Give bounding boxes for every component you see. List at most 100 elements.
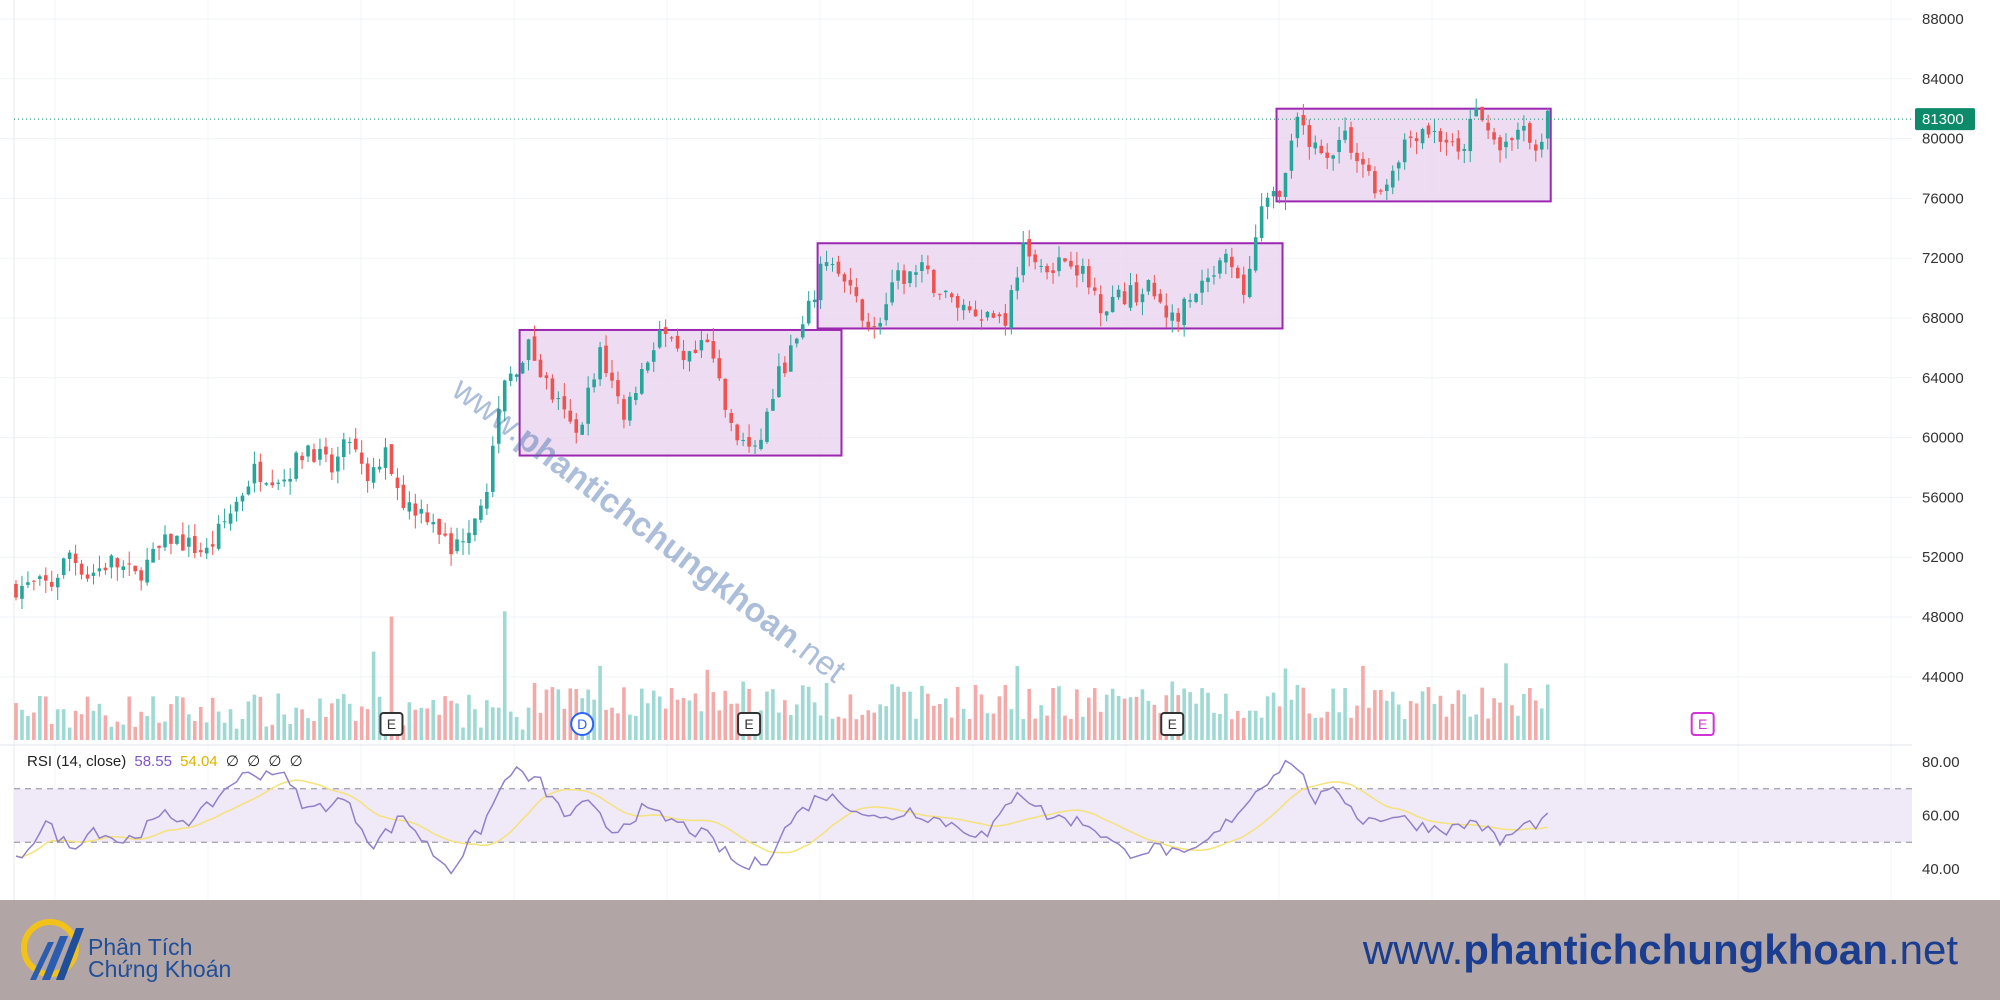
volume-bar	[1331, 688, 1335, 740]
candle-body	[115, 558, 120, 568]
volume-bar	[276, 693, 281, 740]
earnings-marker-label: E	[744, 716, 753, 732]
volume-bar	[693, 693, 698, 740]
volume-bar	[1051, 687, 1055, 740]
volume-bar	[592, 699, 596, 740]
candle-body	[1188, 300, 1192, 302]
candle-body	[61, 558, 66, 576]
volume-bar	[413, 709, 418, 740]
candle-body	[1128, 285, 1133, 308]
candle-body	[836, 261, 841, 274]
candle-body	[1051, 270, 1055, 273]
rsi-legend[interactable]: RSI (14, close) 58.55 54.04 ∅ ∅ ∅ ∅	[27, 752, 307, 770]
candle-body	[1462, 148, 1467, 151]
volume-bar	[437, 714, 441, 740]
candle-body	[1110, 296, 1115, 313]
candle-body	[616, 380, 620, 397]
volume-bar	[467, 694, 471, 740]
candle-body	[1408, 136, 1413, 138]
candle-body	[1343, 130, 1347, 140]
candle-body	[1170, 312, 1175, 321]
candle-body	[1021, 242, 1026, 276]
volume-bar	[1140, 689, 1145, 740]
candle-body	[1158, 293, 1163, 303]
candle-body	[79, 563, 84, 575]
volume-bar	[306, 718, 310, 740]
volume-bar	[359, 706, 364, 740]
candle-body	[210, 544, 215, 547]
volume-bar	[640, 688, 644, 740]
rsi-axis[interactable]: 80.00 60.00 40.00	[1922, 754, 1960, 878]
volume-bar	[187, 714, 191, 740]
candle-body	[1194, 293, 1198, 302]
candle-body	[502, 380, 507, 412]
volume-bar	[1092, 688, 1097, 740]
candle-body	[342, 439, 346, 458]
grid-lines	[0, 0, 1912, 900]
candle-body	[544, 375, 549, 379]
chart-area[interactable]: E D E E E 88000 84000 80000 76000 72000 68000 6400…	[0, 0, 2000, 900]
candle-body	[371, 467, 376, 483]
price-tick-label: 60000	[1922, 430, 1964, 447]
rsi-panel[interactable]	[0, 744, 1912, 875]
candle-body	[14, 583, 18, 598]
volume-bar	[854, 719, 859, 740]
volume-bar	[49, 724, 54, 740]
candle-body	[1277, 190, 1282, 197]
volume-bars	[14, 611, 1550, 740]
earnings-marker	[737, 712, 762, 736]
candle-body	[520, 362, 525, 374]
candle-body	[902, 270, 906, 284]
footer-website[interactable]: www.phantichchungkhoan.net	[1362, 926, 1958, 973]
candle-body	[711, 341, 716, 359]
candle-body	[1295, 116, 1300, 139]
candle-body	[1116, 289, 1121, 298]
candle-body	[1247, 268, 1252, 298]
volume-bar	[38, 695, 42, 740]
candle-body	[198, 550, 203, 553]
volume-bar	[97, 703, 102, 740]
candle-body	[532, 336, 537, 361]
volume-bar	[1390, 691, 1395, 740]
volume-bar	[61, 709, 66, 740]
volume-bar	[908, 691, 912, 740]
candle-body	[407, 502, 412, 512]
volume-bar	[1325, 711, 1329, 740]
volume-bar	[663, 708, 668, 740]
candle-body	[1385, 184, 1389, 192]
candle-body	[651, 350, 656, 362]
candle-body	[669, 337, 674, 339]
volume-bar	[1081, 716, 1085, 740]
price-tick-label: 44000	[1922, 669, 1964, 686]
chart-background	[0, 0, 2000, 900]
candle-body	[1349, 127, 1353, 153]
candlesticks[interactable]	[14, 98, 1550, 609]
volume-bar	[1045, 715, 1049, 740]
candle-body	[526, 339, 531, 361]
candle-body	[1402, 139, 1407, 163]
volume-bar	[926, 693, 930, 740]
volume-bar	[765, 691, 769, 740]
candle-body	[1396, 162, 1401, 169]
volume-bar	[1116, 695, 1121, 740]
volume-bar	[79, 714, 84, 740]
volume-bar	[1545, 684, 1550, 740]
candle-body	[1450, 141, 1455, 143]
candle-body	[1337, 139, 1341, 153]
candle-body	[145, 559, 149, 583]
price-tick-label: 56000	[1922, 489, 1964, 506]
volume-bar	[85, 696, 90, 740]
candle-body	[771, 399, 775, 411]
volume-bar	[425, 708, 430, 740]
candle-body	[645, 362, 650, 371]
price-tick-label: 72000	[1922, 250, 1964, 267]
volume-bar	[616, 713, 620, 740]
consolidation-boxes[interactable]	[518, 107, 1552, 457]
volume-bar	[556, 689, 561, 740]
rsi-legend-extra: ∅	[247, 753, 261, 770]
candle-body	[1176, 312, 1180, 322]
price-tick-label: 84000	[1922, 71, 1964, 88]
price-axis[interactable]: 88000 84000 80000 76000 72000 68000 64000 60000…	[1915, 11, 1975, 686]
candle-body	[193, 535, 197, 554]
